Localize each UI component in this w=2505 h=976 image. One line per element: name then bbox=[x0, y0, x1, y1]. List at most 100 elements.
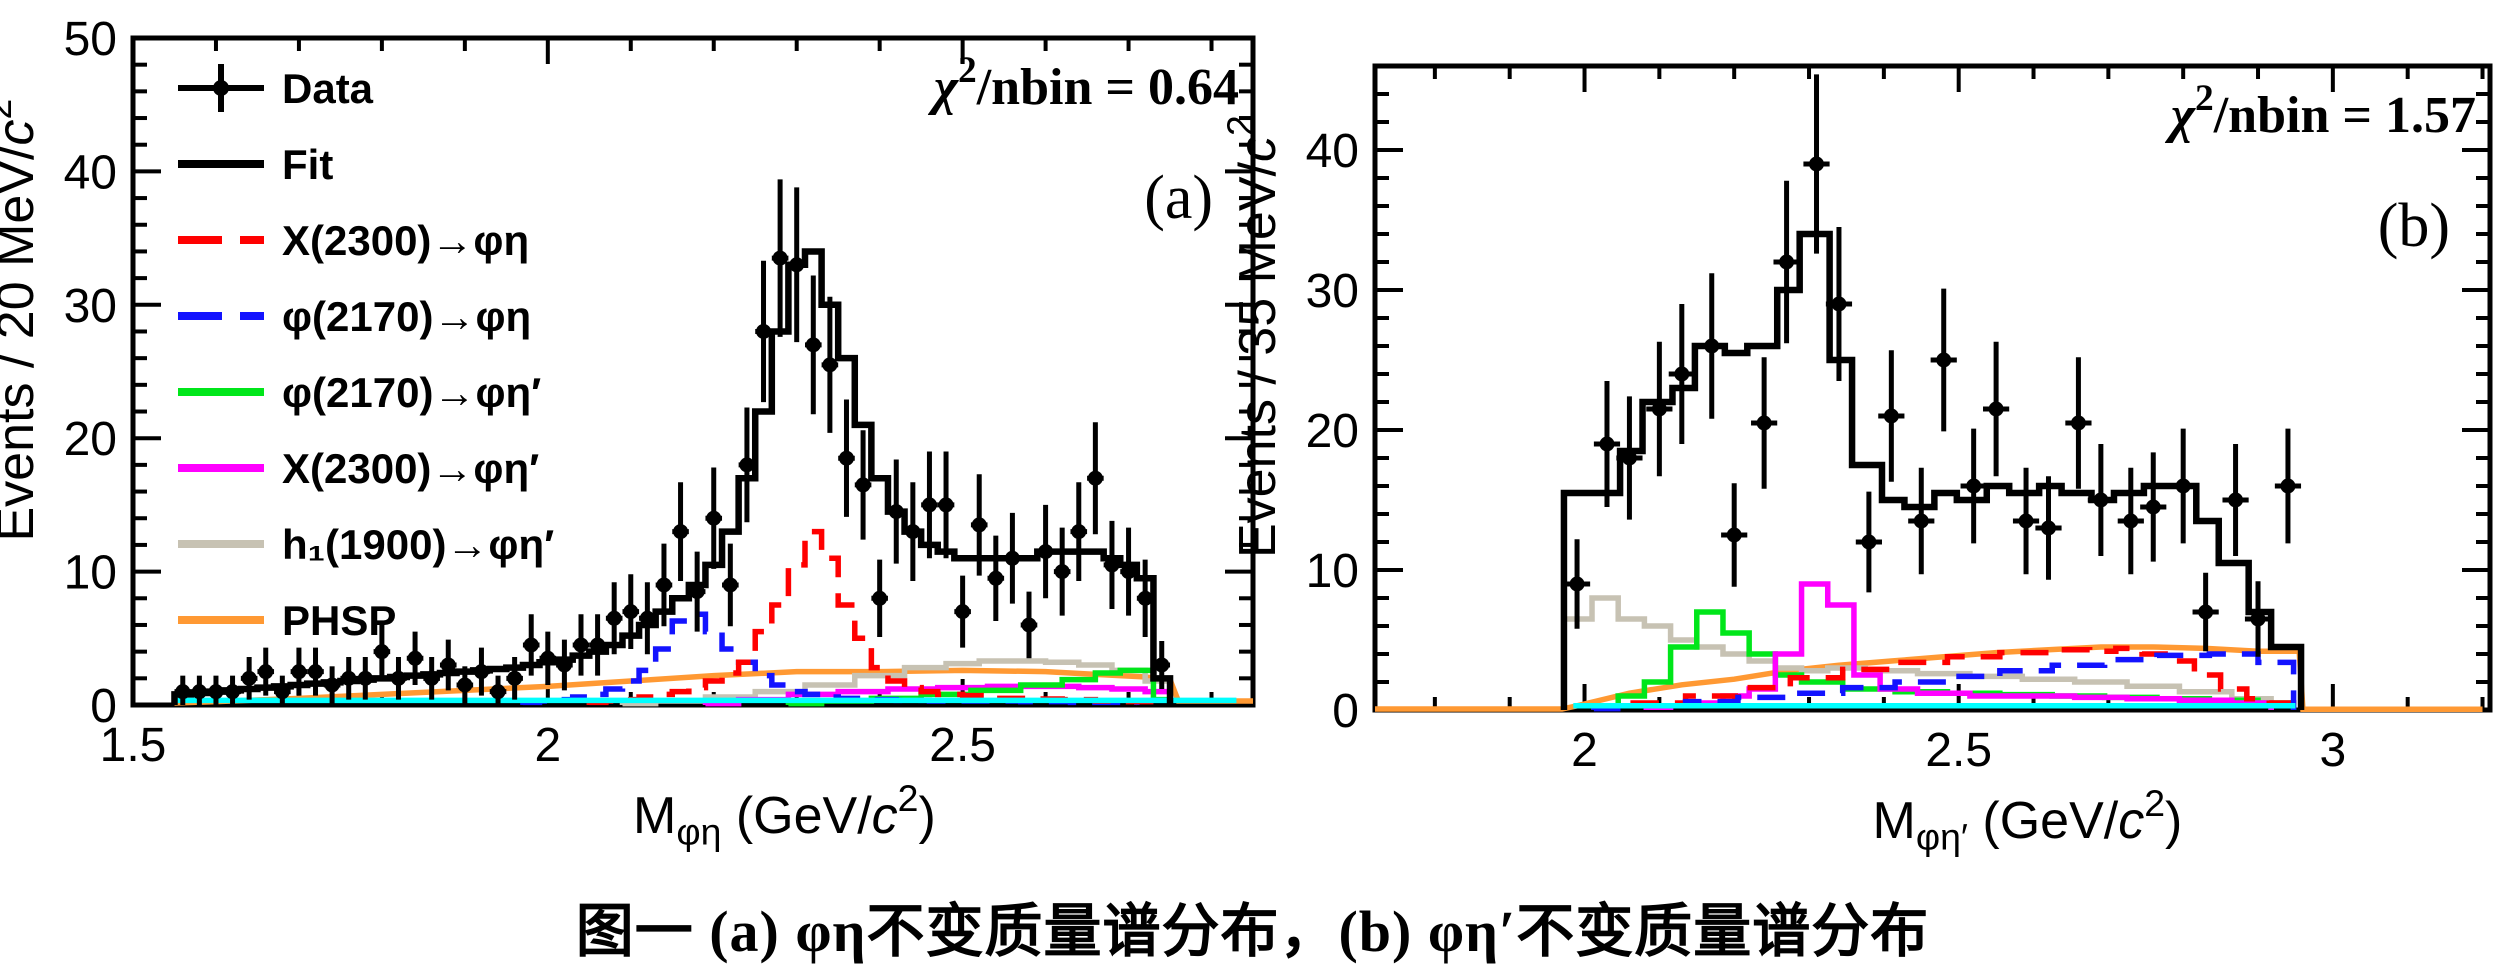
data-point bbox=[672, 482, 689, 581]
data-point bbox=[821, 296, 839, 433]
x-tick-label: 2.5 bbox=[929, 719, 996, 772]
data-point bbox=[1646, 341, 1673, 477]
data-point bbox=[2244, 581, 2272, 657]
data-point bbox=[1120, 527, 1137, 616]
data-point bbox=[1004, 512, 1021, 604]
legend-label: h₁(1900)→φη′ bbox=[282, 521, 554, 568]
data-point bbox=[1773, 180, 1800, 344]
data-point bbox=[1103, 520, 1121, 609]
data-point bbox=[2274, 428, 2302, 544]
data-point bbox=[1908, 467, 1935, 575]
legend-label: X(2300)→φη bbox=[282, 217, 529, 264]
data-point bbox=[1878, 350, 1905, 482]
legend-label: Data bbox=[282, 65, 374, 112]
data-point bbox=[705, 467, 723, 569]
data-point bbox=[290, 647, 308, 696]
data-point bbox=[805, 275, 822, 415]
data-point bbox=[854, 430, 872, 540]
x-tick-label: 2 bbox=[1571, 724, 1598, 777]
data-point bbox=[1825, 227, 1853, 381]
y-tick-label: 40 bbox=[1306, 125, 1359, 178]
data-point bbox=[771, 179, 789, 337]
chi2-annotation: χ2/nbin = 0.64 bbox=[928, 50, 1239, 116]
data-point bbox=[439, 639, 457, 691]
fit-line bbox=[171, 248, 1174, 705]
y-axis-title: Events / 20 MeV/c2 bbox=[0, 99, 45, 542]
data-point bbox=[2035, 476, 2062, 580]
data-point bbox=[174, 675, 192, 705]
data-point bbox=[207, 675, 225, 705]
component-x2300_phieta bbox=[1591, 645, 2297, 710]
data-point bbox=[522, 614, 540, 676]
data-point bbox=[539, 631, 557, 685]
data-point bbox=[224, 675, 241, 705]
panel-label: (b) bbox=[2378, 192, 2450, 260]
data-point bbox=[307, 647, 324, 696]
chi2-annotation: χ2/nbin = 1.57 bbox=[2165, 78, 2476, 144]
y-tick-label: 10 bbox=[1306, 545, 1359, 598]
data-point bbox=[2087, 444, 2114, 556]
data-point bbox=[1721, 483, 1748, 587]
legend-item-1: Data bbox=[178, 64, 374, 112]
data-point bbox=[987, 535, 1005, 621]
data-point bbox=[1751, 357, 1778, 489]
data-point bbox=[1070, 482, 1088, 581]
x-tick-label: 3 bbox=[2320, 724, 2347, 777]
data-point bbox=[373, 622, 391, 681]
data-point bbox=[2065, 357, 2092, 489]
legend-item-6: X(2300)→φη′ bbox=[178, 445, 539, 492]
legend-label: PHSP bbox=[282, 597, 396, 644]
y-tick-label: 10 bbox=[64, 547, 117, 600]
component-h1_1900_phietap bbox=[1561, 595, 2274, 710]
x-tick-label: 1.5 bbox=[100, 719, 167, 772]
data-point bbox=[1020, 591, 1038, 659]
data-point bbox=[1053, 527, 1071, 616]
legend-label: Fit bbox=[282, 141, 333, 188]
data-point bbox=[655, 543, 673, 627]
data-point bbox=[838, 399, 855, 517]
data-point bbox=[572, 614, 590, 676]
data-point bbox=[738, 407, 756, 523]
y-tick-label: 30 bbox=[64, 280, 117, 333]
data-point bbox=[406, 631, 424, 685]
data-point bbox=[722, 543, 739, 627]
data-point bbox=[2012, 467, 2040, 575]
legend: Data Fit X(2300)→φη φ(2170)→φη φ(2170)→φη′ X(… bbox=[178, 64, 554, 644]
data-point bbox=[340, 656, 357, 700]
x-axis-title: Mφη′ (GeV/c2) bbox=[1873, 782, 2183, 857]
data-point bbox=[2170, 428, 2197, 544]
data-point bbox=[1930, 288, 1957, 432]
data-point bbox=[1563, 539, 1591, 629]
data-point bbox=[639, 582, 656, 655]
data-point bbox=[1037, 504, 1054, 599]
legend-item-5: φ(2170)→φη′ bbox=[178, 369, 541, 416]
x-axis-title: Mφη (GeV/c2) bbox=[633, 777, 936, 852]
data-point bbox=[755, 260, 772, 403]
data-point bbox=[688, 551, 706, 632]
component-x2300_phietap bbox=[1643, 581, 2274, 710]
y-tick-label: 30 bbox=[1306, 265, 1359, 318]
data-point bbox=[904, 482, 922, 581]
legend-label: φ(2170)→φη bbox=[282, 293, 531, 340]
x-tick-label: 2 bbox=[534, 719, 561, 772]
data-point bbox=[2117, 467, 2144, 575]
legend-label: φ(2170)→φη′ bbox=[282, 369, 541, 416]
data-point bbox=[240, 656, 258, 700]
data-point bbox=[921, 451, 938, 559]
panel-label: (a) bbox=[1144, 164, 1213, 232]
x-tick-label: 2.5 bbox=[1925, 724, 1992, 777]
data-point bbox=[970, 474, 988, 576]
data-point bbox=[937, 451, 955, 559]
axis-frame bbox=[130, 35, 1256, 708]
data-point bbox=[456, 666, 474, 704]
component-phi2170_phieta bbox=[1591, 651, 2297, 712]
data-point bbox=[1960, 428, 1987, 544]
data-point bbox=[1983, 341, 2010, 477]
component-phsp bbox=[1375, 644, 2483, 713]
legend-item-7: h₁(1900)→φη′ bbox=[178, 521, 554, 568]
legend-item-3: X(2300)→φη bbox=[178, 217, 529, 264]
data-point bbox=[1803, 74, 1830, 254]
